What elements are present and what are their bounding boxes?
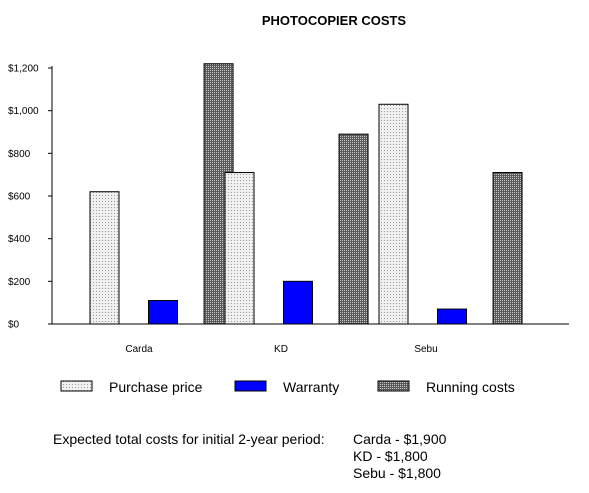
y-tick-label: $200	[8, 277, 31, 288]
bar-kd-purchase-price	[224, 172, 255, 325]
bar-kd-warranty	[283, 280, 313, 325]
legend-swatch	[60, 380, 93, 392]
bar-sebu-warranty	[437, 308, 467, 325]
bar-carda-warranty	[148, 300, 178, 325]
legend-label: Purchase price	[109, 379, 203, 395]
legend-swatch	[377, 380, 410, 392]
chart: PHOTOCOPIER COSTS $0 $200 $400 $600 $800 $1,0…	[8, 13, 569, 395]
y-tick-label: $600	[8, 192, 31, 203]
y-axis: $0 $200 $400 $600 $800 $1,000 $1,200	[8, 64, 53, 331]
bar-sebu-running-costs	[492, 172, 523, 325]
y-tick-label: $1,000	[8, 106, 39, 117]
footer-line-carda: Carda - $1,900	[353, 431, 447, 447]
x-category-label: KD	[274, 344, 288, 355]
bars	[89, 63, 523, 325]
bar-sebu-purchase-price	[378, 103, 409, 325]
footer-label: Expected total costs for initial 2-year …	[53, 431, 325, 447]
y-tick-label: $1,200	[8, 64, 39, 75]
legend-label: Warranty	[283, 379, 339, 395]
footer-line-sebu: Sebu - $1,800	[353, 465, 441, 481]
y-tick-label: $400	[8, 234, 31, 245]
chart-title: PHOTOCOPIER COSTS	[262, 13, 407, 28]
footer-line-kd: KD - $1,800	[353, 448, 428, 464]
x-category-label: Sebu	[414, 344, 437, 355]
x-axis: Carda KD Sebu	[52, 323, 569, 355]
y-tick-label: $800	[8, 149, 31, 160]
legend-swatch	[234, 380, 267, 392]
legend: Purchase price Warranty Running costs	[60, 379, 515, 395]
x-category-label: Carda	[125, 344, 153, 355]
bar-kd-running-costs	[338, 133, 369, 325]
y-tick-label: $0	[8, 320, 20, 331]
legend-label: Running costs	[426, 379, 515, 395]
bar-carda-purchase-price	[89, 191, 120, 325]
